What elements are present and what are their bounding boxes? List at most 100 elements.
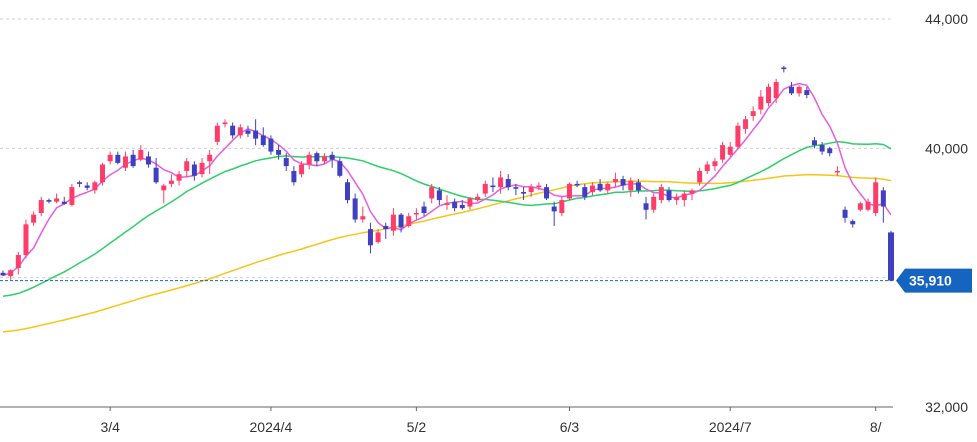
candle-body [498,177,504,188]
candle-body [704,164,710,171]
candle [31,211,37,226]
candle-body [842,209,848,218]
candle [743,116,749,134]
candle [842,206,848,223]
x-tick-label: 2024/4 [250,419,293,435]
candle [360,206,366,223]
candle-body [827,148,833,154]
candle [811,137,817,149]
candle-body [360,216,366,220]
candle-body [77,182,83,184]
candle [245,125,251,138]
candle [880,187,886,223]
candle-body [720,145,726,160]
candle [674,193,680,205]
candle-body [329,154,335,160]
candle [15,251,21,275]
candle-body [168,180,174,184]
candle [107,151,113,165]
candle-body [191,164,197,176]
candle [528,183,534,197]
candle-body [888,232,894,281]
x-tick-label: 2024/7 [709,419,752,435]
candle [115,151,121,165]
candle-body [804,90,810,95]
last-price-tag [896,268,972,293]
candle [329,151,335,168]
candle [452,198,458,212]
candle-body [406,216,412,226]
candle [367,222,373,254]
candle [544,183,550,201]
candle-body [505,179,511,188]
candle [498,170,504,194]
candle [521,187,527,201]
candle [689,188,695,201]
candle [788,82,794,95]
candle-body [750,111,756,116]
candle [406,213,412,228]
candle [681,190,687,207]
candle [176,170,182,186]
candle [444,195,450,210]
candle-body [260,135,266,146]
candle [77,180,83,188]
candle [612,172,618,188]
candle-body [115,154,121,163]
candle [291,166,297,186]
candle-body [743,119,749,129]
candle-body [490,185,496,188]
candle [888,230,894,281]
candle [168,174,174,188]
candle [773,78,779,104]
candle [605,182,611,194]
candle-body [184,161,190,171]
candle-body [452,201,458,209]
candle-body [122,156,128,168]
candle [712,158,718,171]
candle-body [689,190,695,194]
ma-long-line [2,173,892,333]
candle [390,208,396,236]
candle-body [758,96,764,110]
candle [536,182,542,191]
x-tick-label: 8/ [870,419,882,435]
candles [0,65,894,281]
candle [100,162,106,186]
candle [237,124,243,139]
candle-body [865,201,871,210]
candle [314,151,320,167]
candle-body [429,187,435,199]
candle [337,158,343,178]
candle [628,177,634,197]
candle-body [834,170,840,173]
candle [704,161,710,175]
candle [161,183,167,204]
candle-body [857,203,863,210]
candle [122,151,128,171]
candle-body [628,180,634,191]
candle [352,193,358,223]
candle-body [536,185,542,188]
candle [383,222,389,239]
candle-body [375,232,381,243]
candle [199,158,205,178]
candle-body [38,200,44,213]
candle-body [475,196,481,201]
candle [750,106,756,121]
candle [138,145,144,162]
candle [850,219,856,228]
candle [658,183,664,204]
candle-body [766,86,772,104]
y-tick-label: 40,000 [925,140,968,156]
candle [505,174,511,191]
candle [230,122,236,139]
candle [436,187,442,205]
candle [834,166,840,176]
candle-body [107,154,113,162]
grid-lines [0,18,893,408]
candle-body [482,183,488,194]
candle-body [207,154,213,162]
candle-body [727,146,733,155]
